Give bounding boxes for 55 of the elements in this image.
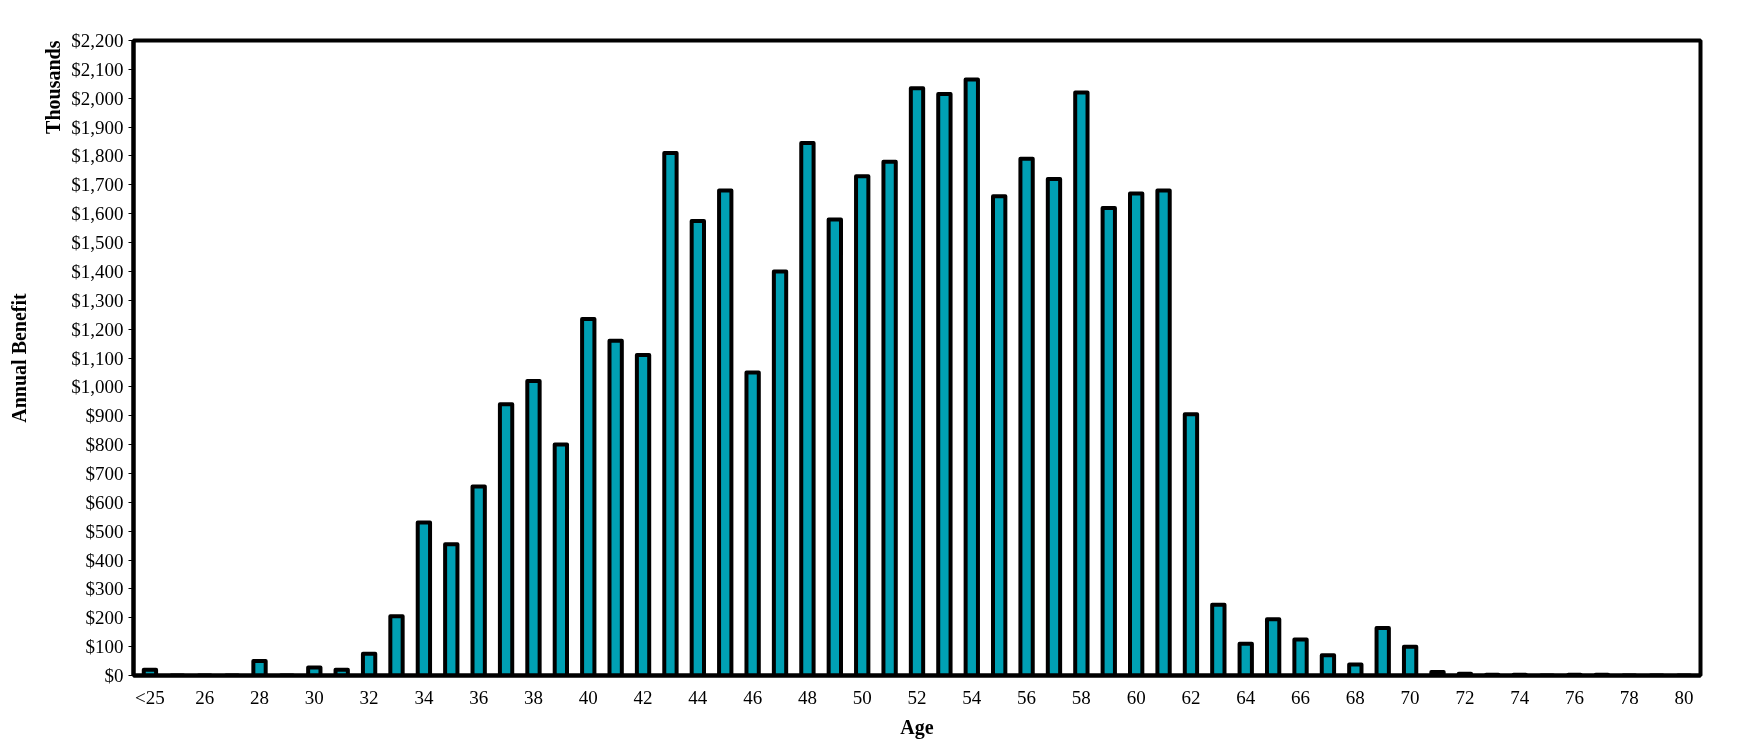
y-tick-label: $500 <box>85 520 124 542</box>
x-tick-label: 58 <box>1071 686 1091 708</box>
y-tick-label: $2,100 <box>71 58 124 80</box>
x-tick-label: 50 <box>852 686 872 708</box>
y-tick-label: $700 <box>85 462 124 484</box>
x-axis-title: Age <box>900 715 934 739</box>
y-tick-label: $2,200 <box>71 30 124 51</box>
x-tick-label: 70 <box>1400 686 1420 708</box>
y-tick-label: $200 <box>85 607 124 629</box>
y-tick-label: $1,300 <box>71 289 124 311</box>
x-tick-label: 46 <box>743 686 763 708</box>
x-tick-label: 78 <box>1619 686 1639 708</box>
x-tick-label: 72 <box>1455 686 1475 708</box>
x-tick-label: 52 <box>907 686 927 708</box>
y-tick-label: $1,800 <box>71 145 124 167</box>
y-tick-label: $1,700 <box>71 174 124 196</box>
y-tick-label: $2,000 <box>71 87 124 109</box>
y-tick-label: $0 <box>104 665 124 686</box>
x-tick-label: 30 <box>304 686 324 708</box>
y-tick-label: $1,600 <box>71 203 124 225</box>
x-tick-label: 64 <box>1236 686 1256 708</box>
text: Thousands <box>41 40 64 134</box>
x-tick-label: 62 <box>1181 686 1201 708</box>
y-tick-label: $100 <box>85 636 124 658</box>
x-tick-label: 28 <box>250 686 270 708</box>
y-tick-label: $1,900 <box>71 116 124 138</box>
y-tick-label: $800 <box>85 434 124 456</box>
y-tick-label: $1,100 <box>71 347 124 369</box>
y-axis-title: Annual Benefit <box>7 292 30 423</box>
x-tick-label: 26 <box>195 686 215 708</box>
x-tick-label: 76 <box>1564 686 1584 708</box>
y-tick-label: $600 <box>85 491 124 513</box>
x-tick-label: 66 <box>1291 686 1311 708</box>
y-tick-label: $1,400 <box>71 260 124 282</box>
x-tick-label: 80 <box>1674 686 1694 708</box>
x-tick-label: 54 <box>962 686 982 708</box>
x-tick-label: 32 <box>359 686 379 708</box>
y-tick-label: $1,500 <box>71 232 124 254</box>
x-tick-label: 36 <box>469 686 489 708</box>
y-tick-label: $300 <box>85 578 124 600</box>
x-tick-label: 48 <box>797 686 817 708</box>
y-tick-label: $1,000 <box>71 376 124 398</box>
y-tick-label: $900 <box>85 405 124 427</box>
x-tick-label: 74 <box>1510 686 1530 708</box>
x-tick-label: 60 <box>1126 686 1146 708</box>
x-tick-label: 56 <box>1017 686 1037 708</box>
x-tick-label: <25 <box>135 686 165 708</box>
x-tick-label: 40 <box>578 686 598 708</box>
x-tick-label: 44 <box>688 686 708 708</box>
x-tick-label: 42 <box>633 686 653 708</box>
y-tick-label: $1,200 <box>71 318 124 340</box>
x-tick-label: 34 <box>414 686 434 708</box>
y-tick-label: $400 <box>85 549 124 571</box>
x-tick-label: 38 <box>523 686 543 708</box>
x-tick-label: 68 <box>1345 686 1365 708</box>
